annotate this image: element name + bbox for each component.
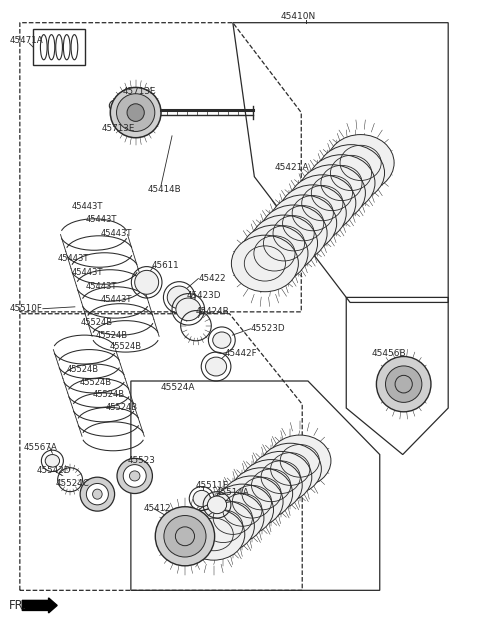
Text: 45524B: 45524B <box>96 331 128 340</box>
Text: 45443T: 45443T <box>57 254 88 263</box>
Ellipse shape <box>259 444 322 495</box>
Text: 45471A: 45471A <box>9 36 43 45</box>
Ellipse shape <box>193 490 210 507</box>
Text: 45421A: 45421A <box>275 163 309 172</box>
Ellipse shape <box>213 332 231 348</box>
Text: 45414B: 45414B <box>148 185 182 194</box>
Ellipse shape <box>318 145 384 201</box>
Text: 45524B: 45524B <box>80 378 112 387</box>
Text: 45567A: 45567A <box>24 442 58 452</box>
Ellipse shape <box>156 507 215 566</box>
Ellipse shape <box>207 496 227 513</box>
Text: 45524B: 45524B <box>67 365 99 374</box>
Ellipse shape <box>211 484 274 536</box>
Text: 45443T: 45443T <box>86 282 117 290</box>
Text: 45523: 45523 <box>128 456 156 466</box>
Text: 45443T: 45443T <box>72 202 103 211</box>
Text: 45456B: 45456B <box>372 350 406 358</box>
Ellipse shape <box>385 366 422 403</box>
Ellipse shape <box>167 286 191 309</box>
Text: 45611: 45611 <box>152 261 180 270</box>
Text: 45422: 45422 <box>198 274 226 283</box>
Ellipse shape <box>117 458 153 493</box>
Text: 45412: 45412 <box>144 504 171 513</box>
Ellipse shape <box>182 508 245 560</box>
Ellipse shape <box>289 175 356 231</box>
Ellipse shape <box>240 459 302 511</box>
Ellipse shape <box>230 467 293 519</box>
Ellipse shape <box>164 515 206 557</box>
Text: 45524A: 45524A <box>161 383 195 392</box>
Ellipse shape <box>120 102 129 110</box>
Ellipse shape <box>192 500 254 552</box>
Ellipse shape <box>308 155 375 211</box>
Ellipse shape <box>202 492 264 544</box>
Ellipse shape <box>299 165 365 221</box>
Text: 45443T: 45443T <box>100 229 132 238</box>
Text: 45443T: 45443T <box>100 295 132 304</box>
Ellipse shape <box>45 455 60 467</box>
Text: 45423D: 45423D <box>186 291 221 300</box>
Ellipse shape <box>221 476 283 527</box>
Text: 45424B: 45424B <box>196 307 229 316</box>
Ellipse shape <box>80 477 115 511</box>
FancyArrow shape <box>22 598 57 613</box>
Text: 45443T: 45443T <box>72 268 103 277</box>
Ellipse shape <box>241 225 308 282</box>
Ellipse shape <box>205 357 227 376</box>
Text: 45514A: 45514A <box>216 488 250 497</box>
Text: 45410N: 45410N <box>281 12 316 21</box>
Text: 45443T: 45443T <box>86 215 117 224</box>
Ellipse shape <box>176 298 201 321</box>
Ellipse shape <box>135 270 158 294</box>
Text: 45524C: 45524C <box>56 479 90 488</box>
Ellipse shape <box>260 205 327 261</box>
Text: 45713E: 45713E <box>123 87 156 96</box>
Text: 45442F: 45442F <box>225 350 257 358</box>
Text: 45542D: 45542D <box>36 466 71 476</box>
Text: 45524B: 45524B <box>81 318 113 327</box>
Ellipse shape <box>117 94 155 132</box>
Ellipse shape <box>110 88 161 138</box>
Ellipse shape <box>251 215 318 272</box>
Bar <box>33 29 85 66</box>
Text: 45523D: 45523D <box>251 324 285 333</box>
Text: 45524B: 45524B <box>106 403 138 412</box>
Ellipse shape <box>86 483 108 505</box>
Text: 45713E: 45713E <box>101 125 134 134</box>
Ellipse shape <box>270 195 336 251</box>
Ellipse shape <box>376 357 431 412</box>
Ellipse shape <box>93 489 102 499</box>
Ellipse shape <box>130 471 140 481</box>
Ellipse shape <box>269 435 331 486</box>
Ellipse shape <box>327 135 394 191</box>
Ellipse shape <box>279 185 346 241</box>
Text: 45511E: 45511E <box>196 481 229 491</box>
Ellipse shape <box>250 452 312 503</box>
Text: 45524B: 45524B <box>93 391 125 399</box>
Ellipse shape <box>127 104 144 122</box>
Text: 45510F: 45510F <box>9 304 42 313</box>
Text: FR.: FR. <box>9 599 27 612</box>
Text: 45524B: 45524B <box>110 342 142 351</box>
Ellipse shape <box>123 464 146 487</box>
Ellipse shape <box>231 235 299 292</box>
